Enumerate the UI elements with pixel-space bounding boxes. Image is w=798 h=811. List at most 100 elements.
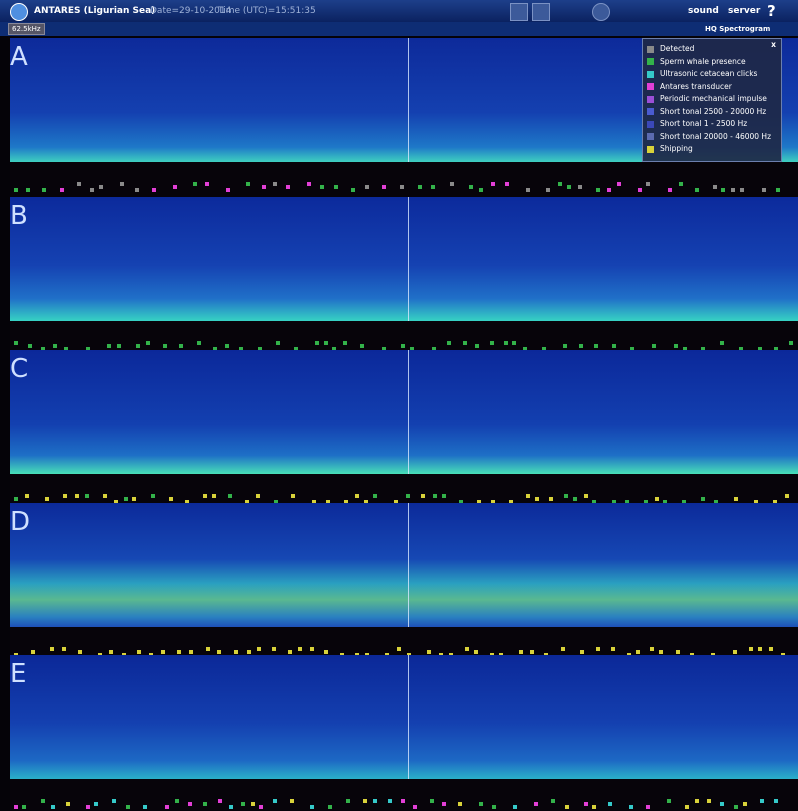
detection-mark xyxy=(152,188,156,192)
detection-mark xyxy=(77,182,81,186)
detection-mark xyxy=(505,182,509,186)
detection-mark xyxy=(720,802,724,806)
detection-mark xyxy=(298,647,302,651)
view-button[interactable] xyxy=(510,3,528,21)
detection-mark xyxy=(310,647,314,651)
legend-item[interactable]: Detected xyxy=(647,44,694,54)
detection-mark xyxy=(421,494,425,498)
detection-mark xyxy=(463,341,467,345)
detection-mark xyxy=(546,188,550,192)
legend-label: Short tonal 20000 - 46000 Hz xyxy=(660,132,771,141)
detection-mark xyxy=(749,647,753,651)
detection-mark xyxy=(151,494,155,498)
legend-item[interactable]: Shipping xyxy=(647,144,693,154)
legend-swatch xyxy=(647,83,654,90)
detection-mark xyxy=(94,802,98,806)
legend-item[interactable]: Periodic mechanical impulse xyxy=(647,94,767,104)
detection-mark xyxy=(161,650,165,654)
detection-mark xyxy=(655,497,659,501)
detection-mark xyxy=(259,805,263,809)
detection-mark xyxy=(234,650,238,654)
legend-item[interactable]: Antares transducer xyxy=(647,82,732,92)
detection-mark xyxy=(762,188,766,192)
top-bar: ANTARES (Ligurian Sea) Date=29-10-2014 T… xyxy=(0,0,798,22)
detection-mark xyxy=(431,185,435,189)
detection-mark xyxy=(707,799,711,803)
detection-mark xyxy=(513,805,517,809)
detection-mark xyxy=(177,650,181,654)
detection-mark xyxy=(229,805,233,809)
detection-mark xyxy=(526,188,530,192)
panel-label: E xyxy=(10,659,26,689)
detection-mark xyxy=(228,494,232,498)
detection-mark xyxy=(14,805,18,809)
detection-mark xyxy=(776,188,780,192)
next-button[interactable] xyxy=(634,3,650,19)
back-button[interactable] xyxy=(10,3,28,21)
legend-item[interactable]: Short tonal 20000 - 46000 Hz xyxy=(647,132,771,142)
cursor-line xyxy=(408,350,409,474)
detection-mark xyxy=(272,647,276,651)
list-button[interactable] xyxy=(532,3,550,21)
detection-mark xyxy=(491,182,495,186)
record-button[interactable] xyxy=(592,3,610,21)
detection-mark xyxy=(492,805,496,809)
detection-mark xyxy=(685,805,689,809)
prev-button[interactable] xyxy=(614,3,630,19)
legend-label: Short tonal 2500 - 20000 Hz xyxy=(660,107,766,116)
detection-mark xyxy=(45,497,49,501)
detection-mark xyxy=(596,188,600,192)
legend-close[interactable]: x xyxy=(771,40,776,49)
detection-mark xyxy=(117,344,121,348)
detection-mark xyxy=(66,802,70,806)
legend-item[interactable]: Short tonal 1 - 2500 Hz xyxy=(647,119,747,129)
sound-button[interactable]: sound xyxy=(688,6,719,16)
detection-mark xyxy=(638,188,642,192)
detection-mark xyxy=(433,494,437,498)
help-button[interactable]: ? xyxy=(767,2,776,20)
detection-mark xyxy=(646,182,650,186)
detection-mark xyxy=(676,650,680,654)
detection-mark xyxy=(530,650,534,654)
detection-mark xyxy=(14,188,18,192)
detection-mark xyxy=(607,188,611,192)
detection-mark xyxy=(226,188,230,192)
detection-mark xyxy=(450,182,454,186)
detection-mark xyxy=(760,799,764,803)
server-button[interactable]: server xyxy=(728,6,760,16)
legend-swatch xyxy=(647,46,654,53)
detection-mark xyxy=(112,799,116,803)
detection-mark xyxy=(418,185,422,189)
detection-mark xyxy=(31,650,35,654)
detection-mark xyxy=(580,650,584,654)
detection-mark xyxy=(163,344,167,348)
legend-item[interactable]: Short tonal 2500 - 20000 Hz xyxy=(647,107,766,117)
legend-item[interactable]: Sperm whale presence xyxy=(647,57,746,67)
reload-button[interactable] xyxy=(656,3,672,19)
sub-bar: 62.5kHz HQ Spectrogram xyxy=(0,22,798,36)
detection-mark xyxy=(479,188,483,192)
panel-label: A xyxy=(10,42,28,72)
legend-item[interactable]: Ultrasonic cetacean clicks xyxy=(647,69,757,79)
detection-mark xyxy=(324,650,328,654)
detection-mark xyxy=(175,799,179,803)
detection-mark xyxy=(650,647,654,651)
detection-mark xyxy=(206,647,210,651)
detection-mark xyxy=(346,799,350,803)
detection-mark xyxy=(247,650,251,654)
detection-mark xyxy=(475,344,479,348)
legend-label: Shipping xyxy=(660,144,693,153)
map-button[interactable] xyxy=(560,3,582,19)
detection-mark xyxy=(136,344,140,348)
hq-label[interactable]: HQ Spectrogram xyxy=(705,25,770,33)
detection-mark xyxy=(143,805,147,809)
detection-mark xyxy=(109,650,113,654)
detection-mark xyxy=(132,497,136,501)
detection-mark xyxy=(526,494,530,498)
detection-mark xyxy=(743,802,747,806)
detection-mark xyxy=(179,344,183,348)
legend-swatch xyxy=(647,146,654,153)
legend-label: Short tonal 1 - 2500 Hz xyxy=(660,119,747,128)
legend-swatch xyxy=(647,96,654,103)
detection-mark xyxy=(617,182,621,186)
